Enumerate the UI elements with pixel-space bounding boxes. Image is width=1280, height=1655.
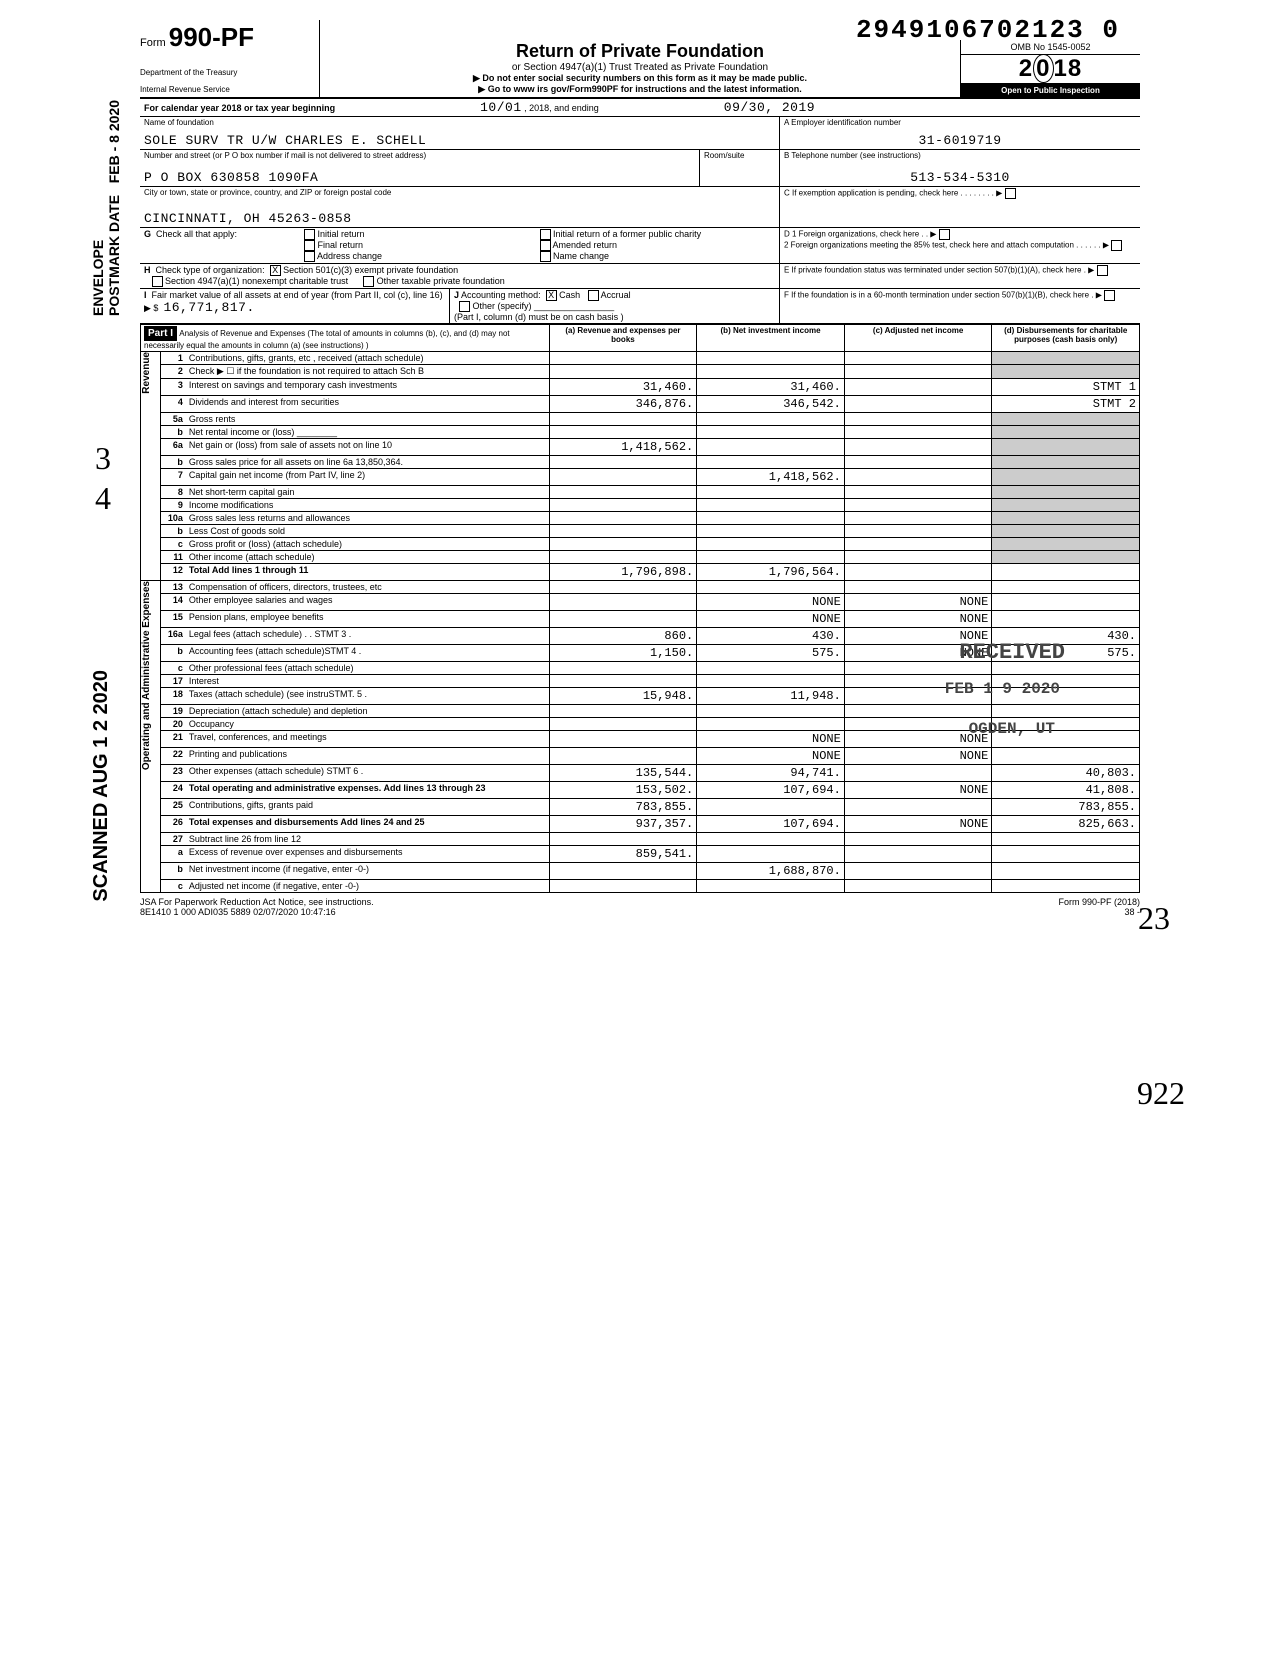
part1-label: Part I [144,326,177,341]
document-number: 2949106702123 0 [856,15,1120,45]
table-row: 8Net short-term capital gain [141,486,1140,499]
received-stamp: RECEIVED [959,640,1065,665]
form-code: Form 990-PF [140,22,311,53]
address-value: P O BOX 630858 1090FA [144,170,695,185]
received-where: OGDEN, UT [969,720,1055,738]
f-label: F If the foundation is in a 60-month ter… [784,290,1136,301]
e-label: E If private foundation status was termi… [784,265,1136,276]
table-row: 14Other employee salaries and wagesNONEN… [141,594,1140,611]
name-label: Name of foundation [144,118,775,127]
h-e-row: H Check type of organization: X Section … [140,264,1140,289]
d1-label: D 1 Foreign organizations, check here . … [784,229,1136,240]
col-b-header: (b) Net investment income [697,325,845,352]
phone-value: 513-534-5310 [784,170,1136,185]
ein-label: A Employer identification number [784,118,1136,127]
city-label: City or town, state or province, country… [144,188,775,197]
table-row: Revenue1Contributions, gifts, grants, et… [141,352,1140,365]
paperwork-notice: JSA For Paperwork Reduction Act Notice, … [140,897,374,907]
expenses-side-label: Operating and Administrative Expenses [141,581,152,770]
foundation-name: SOLE SURV TR U/W CHARLES E. SCHELL [144,133,775,148]
form-ref: Form 990-PF (2018) [1058,897,1140,907]
cash-check[interactable]: X [546,290,557,301]
table-row: aExcess of revenue over expenses and dis… [141,846,1140,863]
table-row: 4Dividends and interest from securities3… [141,396,1140,413]
ein-value: 31-6019719 [784,133,1136,148]
room-label: Room/suite [704,151,775,160]
city-c-row: City or town, state or province, country… [140,187,1140,228]
scanned-stamp: SCANNED AUG 1 2 2020 [90,670,113,902]
table-row: 27Subtract line 26 from line 12 [141,833,1140,846]
table-row: 11Other income (attach schedule) [141,551,1140,564]
table-row: 23Other expenses (attach schedule) STMT … [141,765,1140,782]
table-row: 3Interest on savings and temporary cash … [141,379,1140,396]
tax-year: 2018 [961,55,1140,84]
page-footer: JSA For Paperwork Reduction Act Notice, … [140,897,1140,917]
begin-date: 10/01 [480,100,522,115]
table-row: cAdjusted net income (if negative, enter… [141,880,1140,893]
envelope-stamp: ENVELOPEPOSTMARK DATE FEB - 8 2020 [90,100,122,316]
col-d-header: (d) Disbursements for charitable purpose… [992,325,1140,352]
i-j-f-row: I Fair market value of all assets at end… [140,289,1140,324]
form-goto: ▶ Go to www irs gov/Form990PF for instru… [326,84,954,95]
page-number: 38 - [1058,907,1140,917]
form-subtitle: or Section 4947(a)(1) Trust Treated as P… [326,62,954,73]
form-page: 2949106702123 0 ENVELOPEPOSTMARK DATE FE… [140,20,1140,917]
table-row: 15Pension plans, employee benefitsNONENO… [141,611,1140,628]
fmv-value: 16,771,817. [163,300,254,315]
table-row: 25Contributions, gifts, grants paid783,8… [141,799,1140,816]
received-date: FEB 1 9 2020 [945,680,1060,698]
handwritten-23: 23 [1138,900,1170,937]
table-row: Operating and Administrative Expenses13C… [141,581,1140,594]
open-inspection: Open to Public Inspection [961,84,1140,97]
handwritten-3: 3 [95,440,111,477]
table-row: bNet investment income (if negative, ent… [141,863,1140,880]
table-row: 7Capital gain net income (from Part IV, … [141,469,1140,486]
table-row: 6aNet gain or (loss) from sale of assets… [141,439,1140,456]
table-row: bNet rental income or (loss) ________ [141,426,1140,439]
part1-table: Part I Analysis of Revenue and Expenses … [140,324,1140,893]
addr-label: Number and street (or P O box number if … [144,151,695,160]
table-row: 22Printing and publicationsNONENONE [141,748,1140,765]
end-date: 09/30, 2019 [724,100,815,115]
address-row: Number and street (or P O box number if … [140,150,1140,187]
g-d-row: G Check all that apply: Initial return F… [140,228,1140,264]
table-row: cGross profit or (loss) (attach schedule… [141,538,1140,551]
h-501c3-check[interactable]: X [270,265,281,276]
dept-treasury: Department of the Treasury [140,69,311,78]
phone-label: B Telephone number (see instructions) [784,151,1136,160]
table-row: bLess Cost of goods sold [141,525,1140,538]
col-c-header: (c) Adjusted net income [844,325,992,352]
table-row: 12Total Add lines 1 through 111,796,898.… [141,564,1140,581]
col-a-header: (a) Revenue and expenses per books [549,325,697,352]
table-row: 5aGross rents [141,413,1140,426]
table-row: 2Check ▶ ☐ if the foundation is not requ… [141,365,1140,379]
c-label: C If exemption application is pending, c… [784,188,1136,199]
d2-label: 2 Foreign organizations meeting the 85% … [784,240,1136,251]
dept-irs: Internal Revenue Service [140,86,311,95]
form-warning: ▶ Do not enter social security numbers o… [326,73,954,84]
table-row: 24Total operating and administrative exp… [141,782,1140,799]
name-ein-row: Name of foundation SOLE SURV TR U/W CHAR… [140,117,1140,150]
city-value: CINCINNATI, OH 45263-0858 [144,211,775,226]
table-row: bGross sales price for all assets on lin… [141,456,1140,469]
table-row: 9Income modifications [141,499,1140,512]
handwritten-4: 4 [95,480,111,517]
handwritten-922: 922 [1137,1075,1185,1112]
table-row: 26Total expenses and disbursements Add l… [141,816,1140,833]
footer-code: 8E1410 1 000 ADI035 5889 02/07/2020 10:4… [140,907,374,917]
table-row: 10aGross sales less returns and allowanc… [141,512,1140,525]
revenue-side-label: Revenue [141,352,152,394]
calendar-year-row: For calendar year 2018 or tax year begin… [140,99,1140,117]
table-row: 19Depreciation (attach schedule) and dep… [141,705,1140,718]
